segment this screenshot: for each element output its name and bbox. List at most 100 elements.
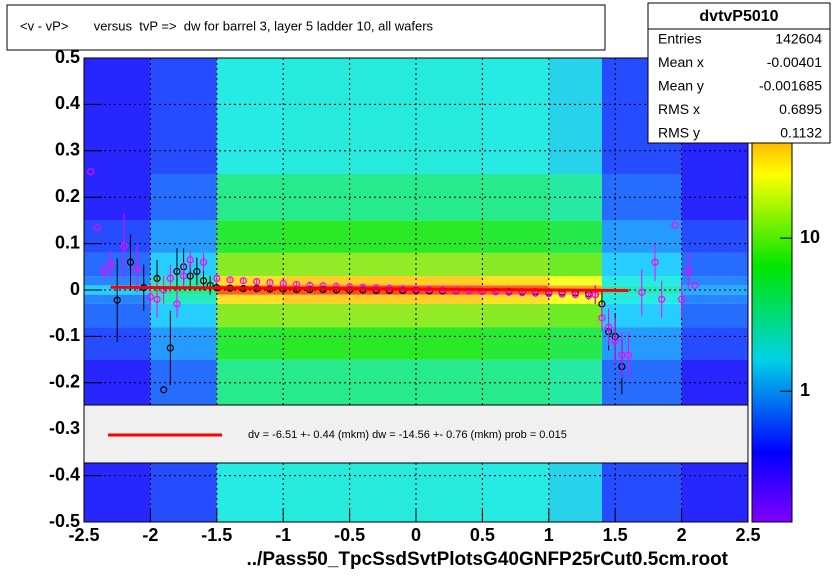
profile-point [684,267,692,276]
y-tick-label: 0 [70,279,80,299]
profile-point [160,386,168,394]
heatmap-cell [349,294,416,304]
profile-point [93,223,101,231]
x-tick-label: 0.5 [470,525,495,545]
heatmap-cell [84,220,151,253]
heatmap-cell [349,220,416,253]
x-tick-label: -2 [142,525,158,545]
heatmap-cell [283,303,350,328]
y-tick-label: -0.1 [49,325,80,345]
profile-point [113,296,121,304]
heatmap-cell [150,220,217,253]
profile-point [239,277,247,285]
stats-value: 142604 [775,31,822,47]
profile-point [173,267,181,276]
heatmap-cell [216,220,284,253]
x-tick-label: 0 [411,525,421,545]
stats-label: RMS y [658,125,700,141]
profile-point [279,279,287,288]
stats-label: RMS x [658,101,700,117]
y-tick-label: -0.5 [49,511,80,531]
profile-point [126,258,135,266]
heatmap-cell [482,220,549,253]
stats-value: -0.001685 [759,78,822,94]
profile-point [193,267,201,276]
y-tick-label: 0.1 [55,232,80,252]
heatmap-cell [601,220,682,253]
x-tick-label: -1 [275,525,291,545]
profile-point [571,291,579,299]
heatmap-cell [283,276,350,286]
heatmap-cell [150,327,217,360]
heatmap-cell [349,303,416,328]
heatmap-cell [416,327,483,360]
profile-point [180,272,188,280]
profile-point [186,256,194,264]
profile-point [100,267,108,276]
heatmap-cell [482,276,549,286]
heatmap-cell [548,252,602,277]
profile-point [166,274,174,282]
profile-point [199,258,208,266]
profile-point [226,276,234,284]
profile-point [266,278,274,287]
x-tick-label: 2.5 [735,525,760,545]
heatmap-cell [216,276,284,286]
heatmap-cell [681,276,748,286]
z-tick-label: 1 [800,380,810,400]
y-tick-label: -0.2 [49,372,80,392]
heatmap-cell [482,294,549,304]
heatmap-cell [283,58,350,174]
heatmap-cell [548,276,602,286]
heatmap-cell [349,58,416,174]
heatmap-cell [150,294,217,304]
stats-value: 0.6895 [779,101,822,117]
legend-text: dv = -6.51 +- 0.44 (mkm) dw = -14.56 +- … [248,429,567,441]
fit-line [110,285,629,292]
heatmap-cell [283,327,350,360]
stats-title: dvtvP5010 [699,8,778,25]
profile-point [173,300,181,308]
profile-point [186,272,194,280]
profile-point [585,291,593,300]
profile-point [598,314,606,322]
heatmap-cell [601,252,682,277]
profile-point [213,274,221,282]
profile-point [677,295,686,303]
profile-point [691,281,699,289]
heatmap-cell [283,252,350,277]
title-box [6,4,606,51]
heatmap-cell [416,220,483,253]
profile-point [199,277,208,285]
heatmap-cell [283,220,350,253]
profile-point [671,221,679,229]
heatmap-cell [84,58,151,174]
heatmap-cell [416,252,483,277]
heatmap-cell [416,294,483,304]
profile-point [618,351,626,359]
heatmap-cell [216,303,284,328]
y-tick-label: -0.3 [49,418,80,438]
x-tick-label: 1.5 [603,525,628,545]
heatmap-cell [216,252,284,277]
heatmap-cell [416,276,483,286]
chart-title: <v - vP> versus tvP => dw for barrel 3, … [20,18,434,33]
heatmap-cell [681,220,748,253]
heatmap-cell [548,294,602,304]
heatmap-cell [548,327,602,360]
heatmap-cell [681,327,748,360]
y-tick-label: 0.2 [55,186,80,206]
profile-point [651,258,659,266]
heatmap-cell [681,303,748,328]
profile-point [133,265,141,273]
profile-point [253,278,261,286]
heatmap-cell [416,58,483,174]
profile-point [658,295,666,303]
heatmap-cell [681,252,748,277]
stats-value: 0.1132 [780,125,822,141]
stats-value: -0.00401 [767,54,822,70]
heatmap-cell [349,327,416,360]
heatmap-cell [482,58,549,174]
heatmap-cell [216,327,284,360]
